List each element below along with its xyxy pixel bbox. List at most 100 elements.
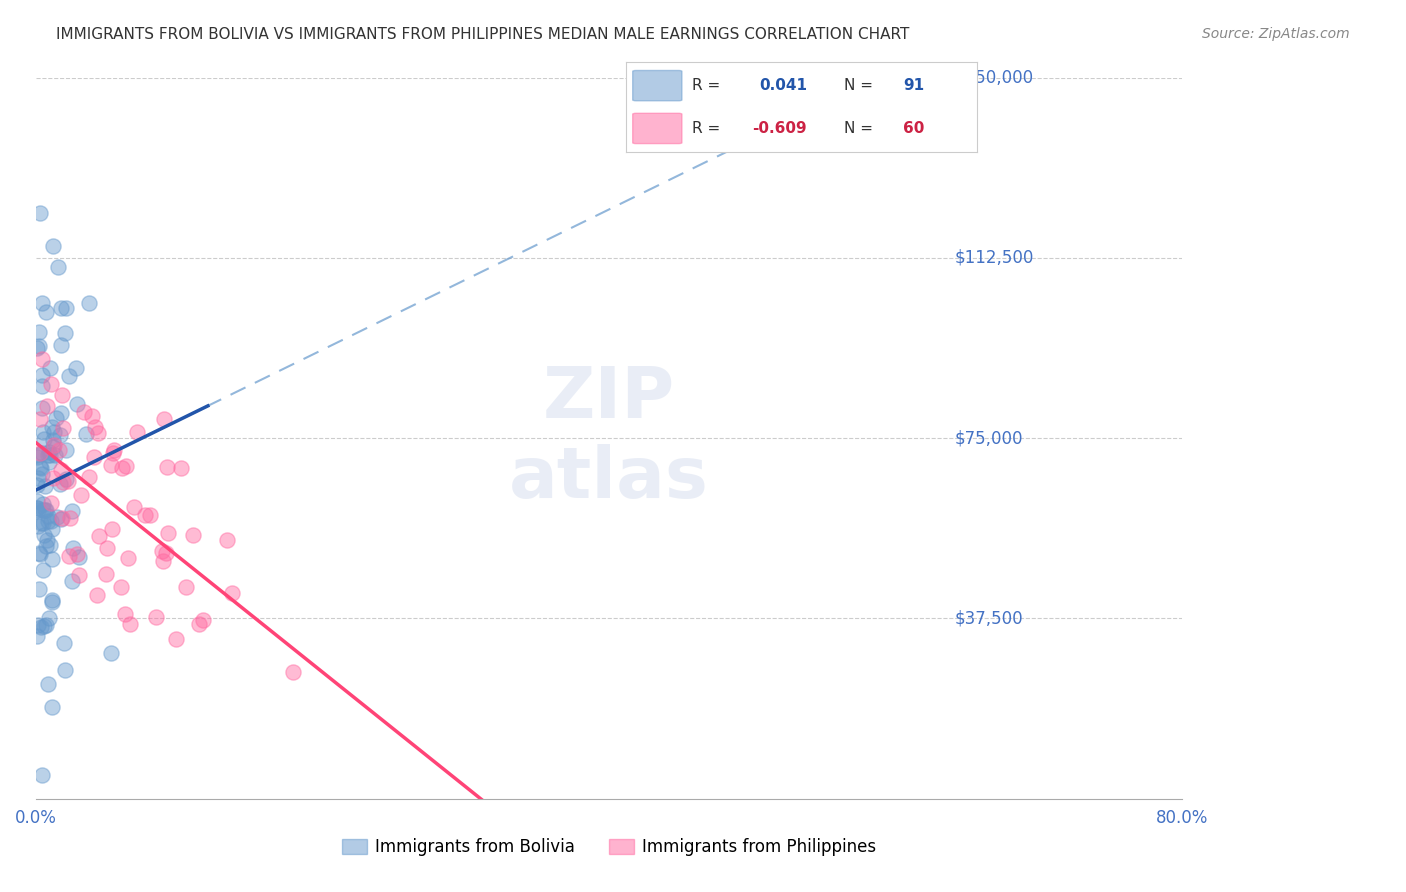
Point xyxy=(67,568,90,582)
Point xyxy=(28,326,51,340)
Point xyxy=(31,446,53,460)
Point xyxy=(46,510,69,524)
Point xyxy=(27,341,49,355)
Point xyxy=(174,580,197,594)
Point xyxy=(84,420,107,434)
Point xyxy=(46,260,69,275)
Point xyxy=(41,699,63,714)
Point xyxy=(70,488,93,502)
Point xyxy=(32,563,55,577)
Point xyxy=(103,443,125,458)
Text: 0.041: 0.041 xyxy=(759,78,807,93)
Point xyxy=(34,618,56,632)
Point xyxy=(31,351,53,366)
Point xyxy=(56,475,79,489)
FancyBboxPatch shape xyxy=(633,70,682,101)
Point xyxy=(35,502,58,516)
Point xyxy=(38,449,60,463)
Point xyxy=(134,508,156,522)
Text: $75,000: $75,000 xyxy=(955,429,1024,447)
Point xyxy=(181,527,204,541)
Point xyxy=(52,421,75,435)
Point xyxy=(60,504,83,518)
Point xyxy=(34,503,56,517)
Point xyxy=(152,554,174,568)
Point xyxy=(27,501,49,516)
Point xyxy=(157,526,180,541)
Point xyxy=(27,494,49,508)
Text: ZIP
atlas: ZIP atlas xyxy=(509,364,709,513)
Point xyxy=(41,551,63,566)
Point xyxy=(170,461,193,475)
Point xyxy=(94,566,117,581)
Point xyxy=(30,445,52,459)
Point xyxy=(41,419,63,434)
Point xyxy=(39,538,62,552)
Text: 60: 60 xyxy=(904,121,925,136)
Point xyxy=(60,574,83,589)
Point xyxy=(31,425,53,439)
Point xyxy=(87,529,110,543)
Point xyxy=(42,433,65,447)
Point xyxy=(145,610,167,624)
Point xyxy=(77,296,100,310)
Point xyxy=(35,399,58,413)
Point xyxy=(42,471,65,485)
Point xyxy=(35,533,58,547)
Point xyxy=(100,646,122,660)
Point xyxy=(115,458,138,473)
Point xyxy=(42,441,65,455)
Point xyxy=(39,360,62,375)
Point xyxy=(155,546,177,560)
Point xyxy=(37,677,59,691)
Point xyxy=(35,539,58,553)
Point xyxy=(27,618,49,632)
Point xyxy=(215,533,238,548)
Point xyxy=(30,620,52,634)
Point xyxy=(51,338,73,352)
Point xyxy=(27,450,49,464)
Point xyxy=(30,460,52,475)
Point xyxy=(30,547,52,561)
Point xyxy=(110,580,132,594)
Point xyxy=(58,368,80,383)
Point xyxy=(165,632,187,646)
Point xyxy=(31,368,53,382)
Point xyxy=(30,516,52,530)
Point xyxy=(28,339,51,353)
Point xyxy=(55,443,77,458)
Point xyxy=(27,518,49,533)
Point xyxy=(83,450,105,464)
Point xyxy=(86,588,108,602)
Point xyxy=(28,206,51,220)
Point xyxy=(39,514,62,528)
Point xyxy=(53,636,76,650)
Point xyxy=(58,549,80,564)
Text: $37,500: $37,500 xyxy=(955,609,1024,627)
Text: $150,000: $150,000 xyxy=(955,69,1035,87)
Point xyxy=(28,582,51,596)
Point xyxy=(31,467,53,481)
Text: N =: N = xyxy=(844,78,873,93)
FancyBboxPatch shape xyxy=(633,113,682,144)
Point xyxy=(39,376,62,391)
Point xyxy=(55,301,77,316)
Point xyxy=(41,522,63,536)
Point xyxy=(72,405,94,419)
Point xyxy=(31,401,53,416)
Text: -0.609: -0.609 xyxy=(752,121,807,136)
Point xyxy=(53,326,76,340)
Point xyxy=(281,665,304,679)
Point xyxy=(51,512,73,526)
Point xyxy=(34,478,56,492)
Point xyxy=(45,410,67,425)
Point xyxy=(37,514,59,528)
Point xyxy=(122,500,145,514)
Point xyxy=(117,550,139,565)
Point xyxy=(55,472,77,486)
Point xyxy=(32,619,55,633)
Point xyxy=(87,425,110,440)
Point xyxy=(111,461,134,475)
Point xyxy=(27,448,49,462)
Point xyxy=(114,607,136,621)
